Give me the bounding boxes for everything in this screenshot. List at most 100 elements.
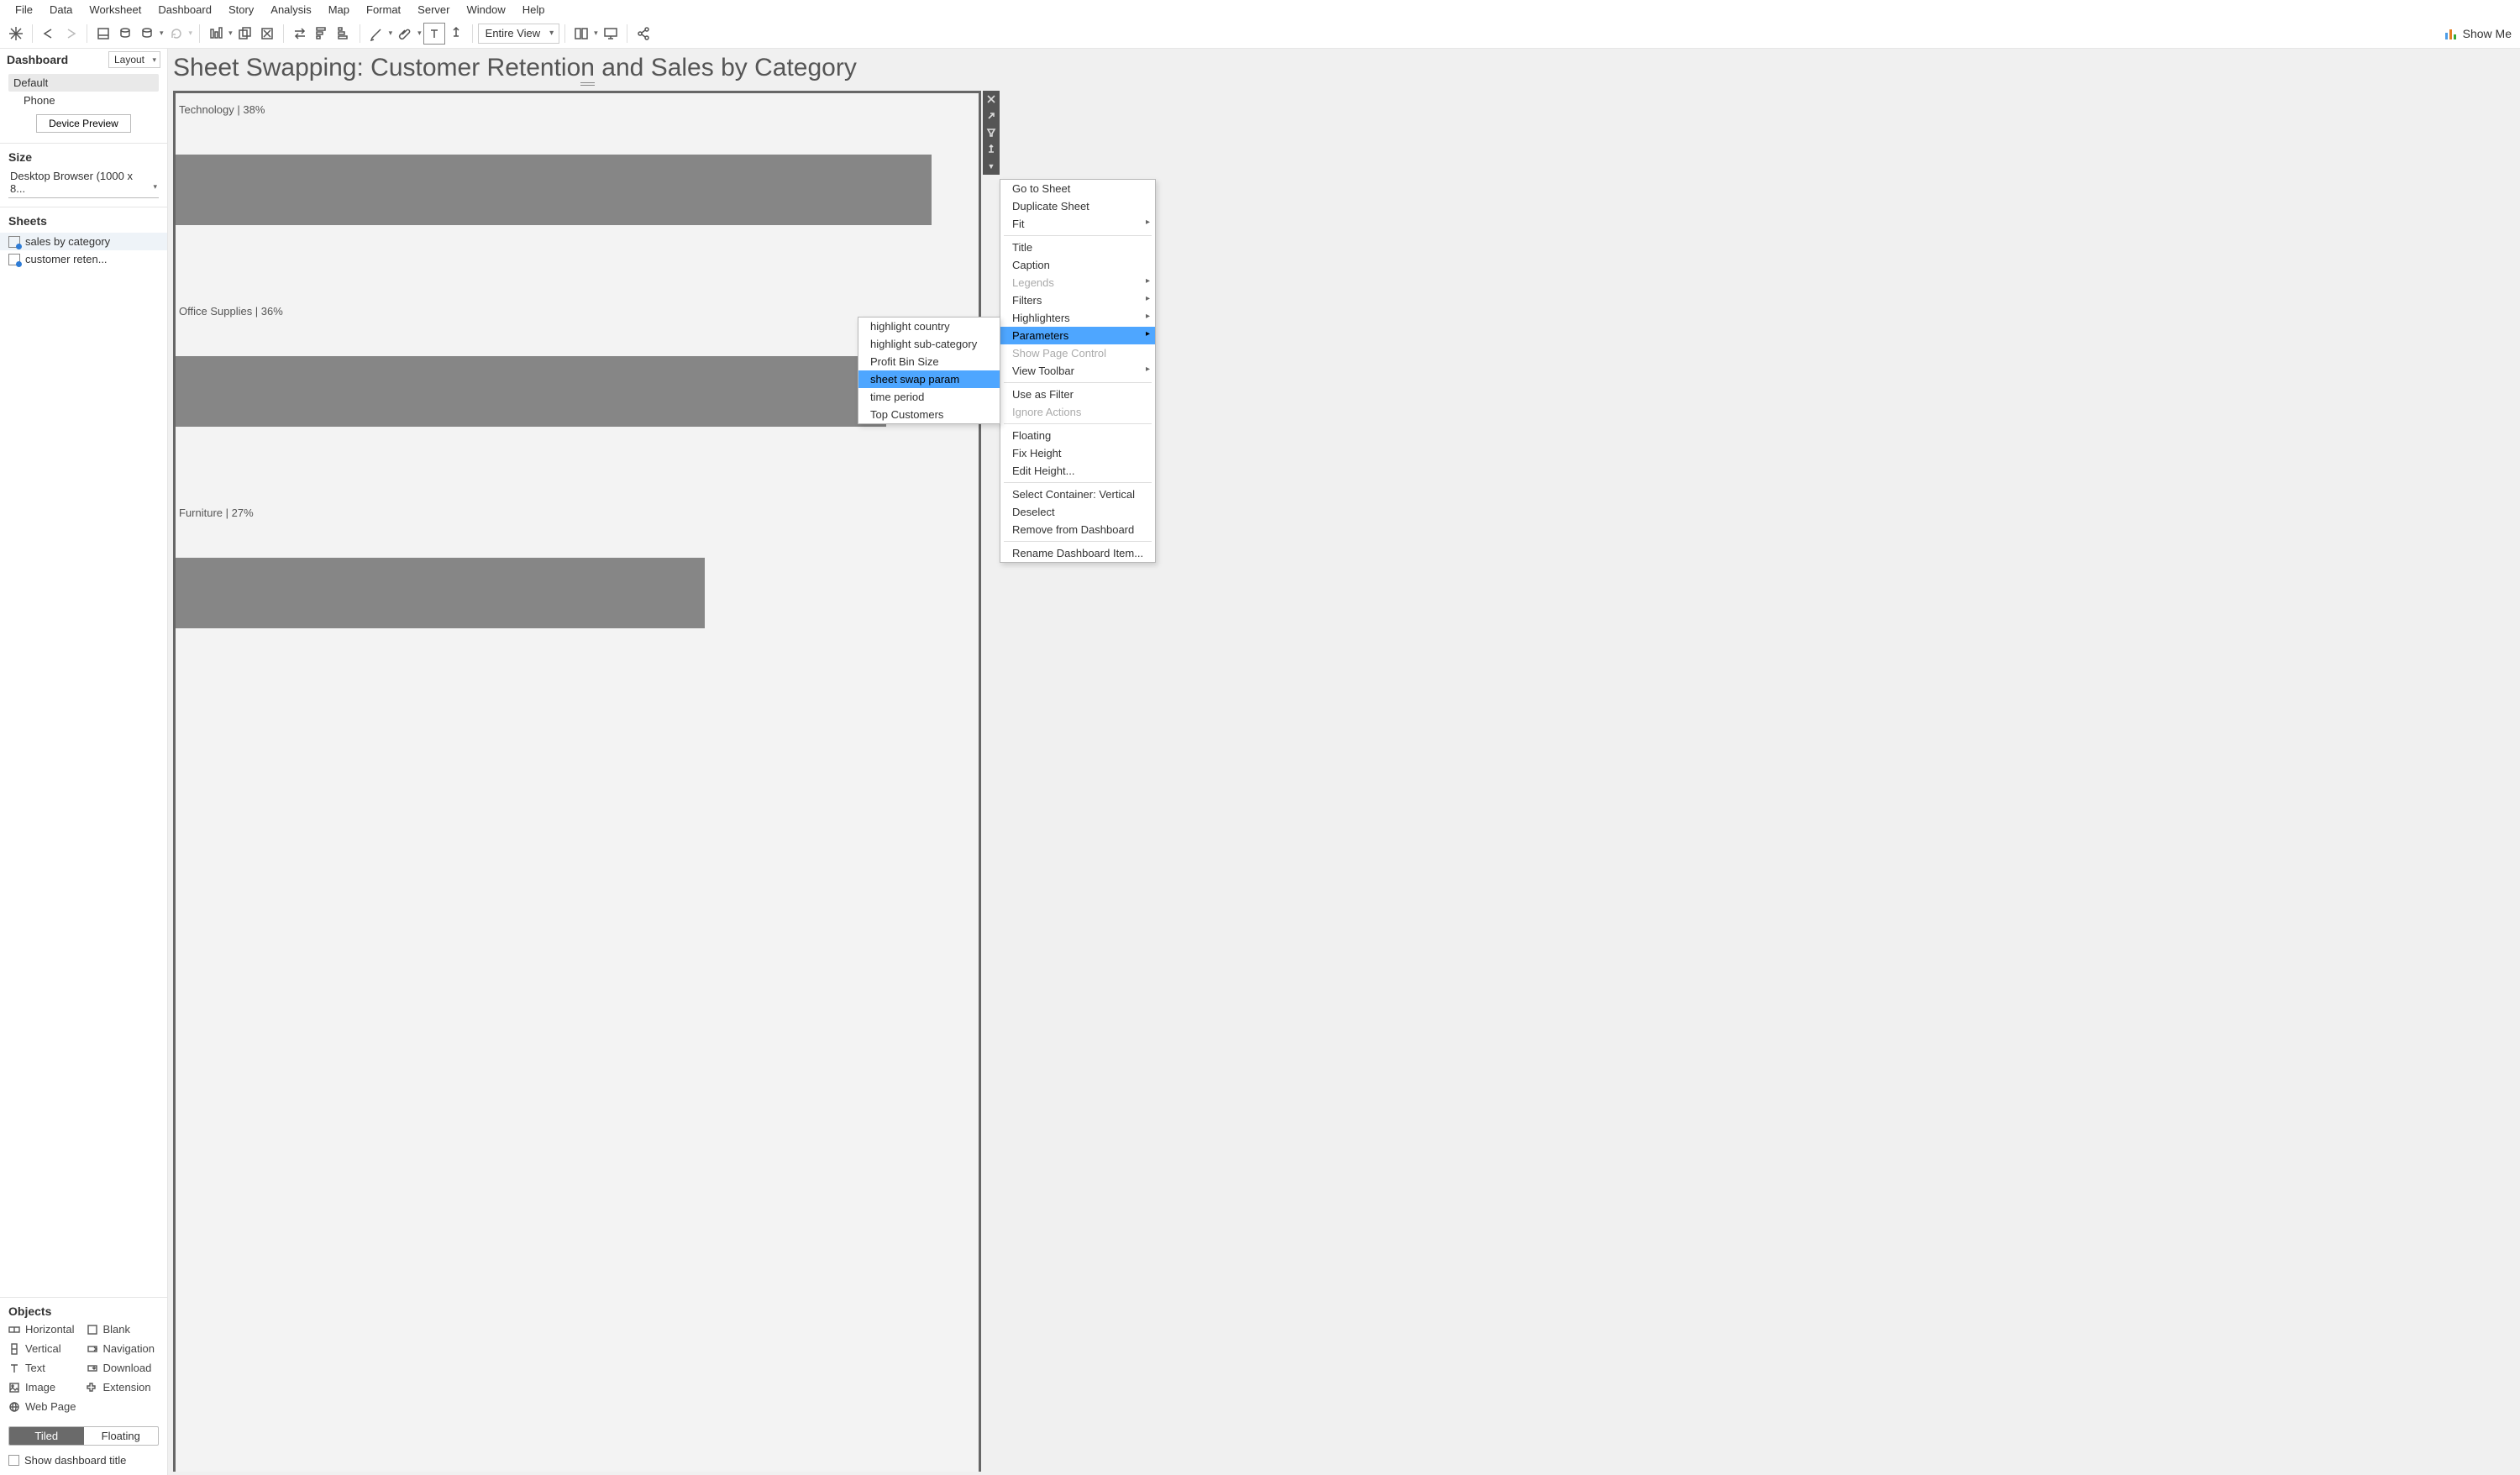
menu-window[interactable]: Window (458, 2, 513, 18)
object-web-page[interactable]: Web Page (8, 1399, 81, 1415)
goto-sheet-icon[interactable] (983, 108, 1000, 124)
menu-dashboard[interactable]: Dashboard (150, 2, 220, 18)
ctx-fix-height[interactable]: Fix Height (1000, 444, 1155, 462)
zone-menu-icon[interactable]: ▼ (983, 158, 1000, 175)
dropdown-caret-icon[interactable]: ▾ (417, 29, 422, 38)
pin-zone-icon[interactable] (983, 141, 1000, 158)
dropdown-caret-icon[interactable]: ▾ (594, 29, 598, 38)
menu-help[interactable]: Help (514, 2, 554, 18)
attach-icon[interactable] (394, 23, 416, 45)
object-icon (8, 1382, 20, 1394)
object-blank[interactable]: Blank (87, 1321, 160, 1337)
chart-bar[interactable] (176, 356, 886, 427)
device-preview-button[interactable]: Device Preview (36, 114, 131, 133)
chart-category[interactable]: Furniture | 27% (176, 505, 979, 521)
highlight-icon[interactable] (365, 23, 387, 45)
chart-bar[interactable] (176, 155, 932, 225)
ctx-edit-height-[interactable]: Edit Height... (1000, 462, 1155, 480)
show-title-checkbox[interactable] (8, 1455, 19, 1466)
object-icon (8, 1324, 20, 1336)
ctx-parameters[interactable]: Parameters (1000, 327, 1155, 344)
ctx-param-highlight-country[interactable]: highlight country (858, 318, 1000, 335)
ctx-param-time-period[interactable]: time period (858, 388, 1000, 406)
menu-file[interactable]: File (7, 2, 41, 18)
share-icon[interactable] (633, 23, 654, 45)
ctx-title[interactable]: Title (1000, 239, 1155, 256)
ctx-caption[interactable]: Caption (1000, 256, 1155, 274)
sort-desc-icon[interactable] (333, 23, 354, 45)
new-worksheet-icon[interactable] (205, 23, 227, 45)
floating-button[interactable]: Floating (84, 1427, 159, 1445)
ctx-deselect[interactable]: Deselect (1000, 503, 1155, 521)
ctx-param-top-customers[interactable]: Top Customers (858, 406, 1000, 423)
ctx-view-toolbar[interactable]: View Toolbar (1000, 362, 1155, 380)
device-default[interactable]: Default (8, 74, 159, 92)
redo-icon[interactable] (60, 23, 81, 45)
dropdown-caret-icon[interactable]: ▾ (389, 29, 393, 38)
undo-icon[interactable] (38, 23, 60, 45)
ctx-use-as-filter[interactable]: Use as Filter (1000, 386, 1155, 403)
menu-format[interactable]: Format (358, 2, 409, 18)
object-navigation[interactable]: Navigation (87, 1341, 160, 1357)
object-label: Download (103, 1362, 152, 1374)
dropdown-caret-icon[interactable]: ▾ (189, 29, 193, 38)
object-text[interactable]: Text (8, 1360, 81, 1376)
object-horizontal[interactable]: Horizontal (8, 1321, 81, 1337)
chart-bar[interactable] (176, 558, 705, 628)
ctx-floating[interactable]: Floating (1000, 427, 1155, 444)
remove-zone-icon[interactable] (983, 91, 1000, 108)
ctx-highlighters[interactable]: Highlighters (1000, 309, 1155, 327)
dropdown-caret-icon[interactable]: ▾ (228, 29, 233, 38)
show-me-button[interactable]: Show Me (2444, 27, 2512, 40)
chart-frame[interactable]: Technology | 38%Office Supplies | 36%Fur… (173, 91, 981, 1472)
ctx-remove-from-dashboard[interactable]: Remove from Dashboard (1000, 521, 1155, 538)
object-image[interactable]: Image (8, 1379, 81, 1395)
pin-icon[interactable] (445, 23, 467, 45)
sheet-item[interactable]: sales by category (0, 233, 167, 250)
device-phone[interactable]: Phone (8, 92, 159, 109)
ctx-rename-dashboard-item-[interactable]: Rename Dashboard Item... (1000, 544, 1155, 562)
object-label: Extension (103, 1381, 151, 1394)
new-datasource-icon[interactable] (114, 23, 136, 45)
ctx-go-to-sheet[interactable]: Go to Sheet (1000, 180, 1155, 197)
menu-data[interactable]: Data (41, 2, 81, 18)
dropdown-caret-icon[interactable]: ▾ (160, 29, 164, 38)
menu-map[interactable]: Map (320, 2, 358, 18)
ctx-param-sheet-swap-param[interactable]: sheet swap param (858, 370, 1000, 388)
object-icon (87, 1382, 98, 1394)
filter-zone-icon[interactable] (983, 124, 1000, 141)
save-icon[interactable] (92, 23, 114, 45)
size-select[interactable]: Desktop Browser (1000 x 8... (8, 167, 159, 198)
refresh-icon[interactable] (165, 23, 187, 45)
object-download[interactable]: Download (87, 1360, 160, 1376)
sheet-item[interactable]: customer reten... (0, 250, 167, 268)
duplicate-sheet-icon[interactable] (234, 23, 256, 45)
ctx-fit[interactable]: Fit (1000, 215, 1155, 233)
tab-layout-select[interactable]: Layout (108, 51, 160, 68)
clear-sheet-icon[interactable] (256, 23, 278, 45)
ctx-param-highlight-sub-category[interactable]: highlight sub-category (858, 335, 1000, 353)
auto-update-icon[interactable] (136, 23, 158, 45)
text-label-icon[interactable] (423, 23, 445, 45)
menu-server[interactable]: Server (409, 2, 458, 18)
menu-analysis[interactable]: Analysis (262, 2, 319, 18)
dashboard-title[interactable]: Sheet Swapping: Customer Retention and S… (168, 49, 2520, 89)
chart-category[interactable]: Technology | 38% (176, 102, 979, 118)
tab-dashboard[interactable]: Dashboard (7, 53, 108, 66)
sort-asc-icon[interactable] (311, 23, 333, 45)
menu-story[interactable]: Story (220, 2, 262, 18)
fit-mode-select[interactable]: Entire View (478, 24, 560, 44)
object-icon (87, 1362, 98, 1374)
ctx-filters[interactable]: Filters (1000, 291, 1155, 309)
object-vertical[interactable]: Vertical (8, 1341, 81, 1357)
tiled-button[interactable]: Tiled (9, 1427, 84, 1445)
swap-icon[interactable] (289, 23, 311, 45)
ctx-duplicate-sheet[interactable]: Duplicate Sheet (1000, 197, 1155, 215)
show-cards-icon[interactable] (570, 23, 592, 45)
ctx-select-container-vertical[interactable]: Select Container: Vertical (1000, 486, 1155, 503)
object-label: Web Page (25, 1400, 76, 1413)
menu-worksheet[interactable]: Worksheet (81, 2, 150, 18)
ctx-param-profit-bin-size[interactable]: Profit Bin Size (858, 353, 1000, 370)
object-extension[interactable]: Extension (87, 1379, 160, 1395)
presentation-icon[interactable] (600, 23, 622, 45)
